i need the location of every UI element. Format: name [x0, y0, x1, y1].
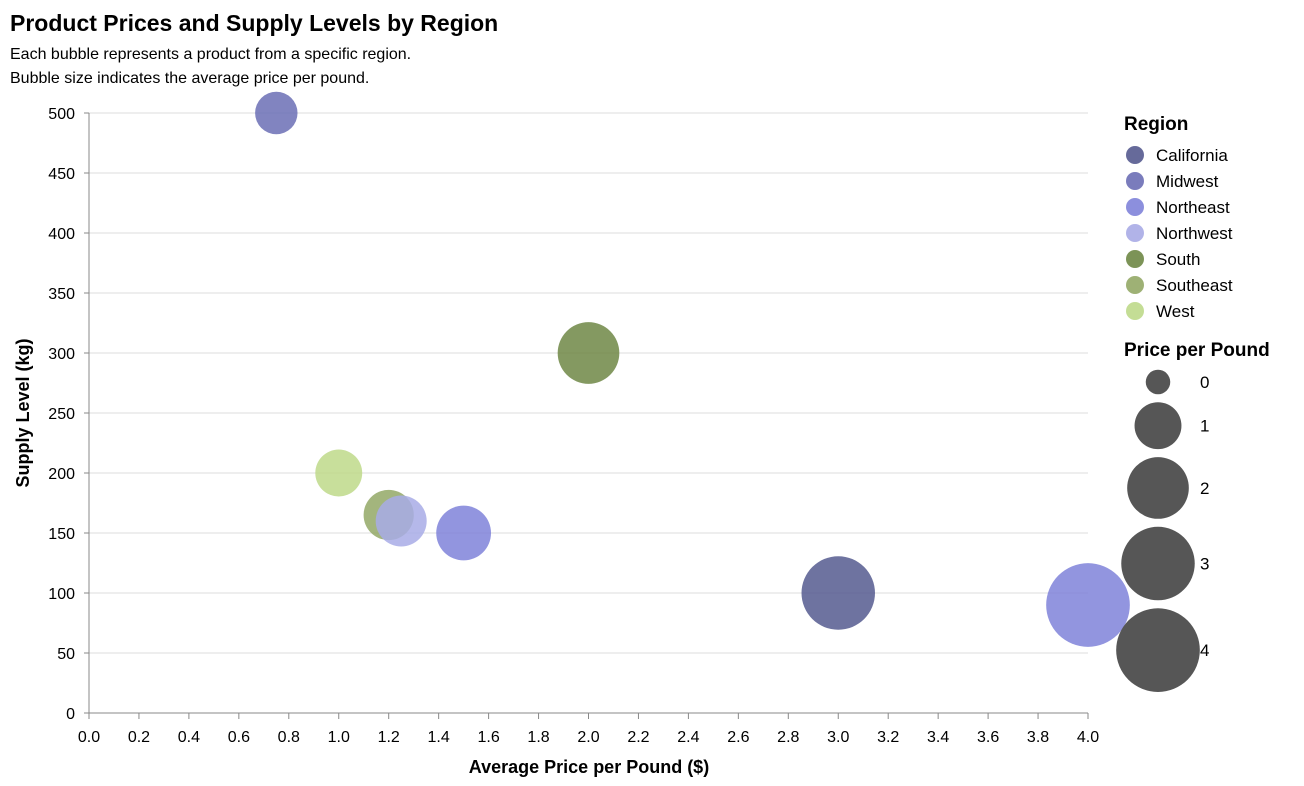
x-tick-label: 3.0 [827, 729, 849, 746]
legend-label-west: West [1156, 302, 1195, 321]
size-legend-label: 3 [1200, 555, 1209, 574]
size-legend-title: Price per Pound [1124, 340, 1270, 361]
x-tick-label: 0.2 [128, 729, 150, 746]
x-tick-label: 2.4 [677, 729, 699, 746]
x-tick-label: 2.2 [627, 729, 649, 746]
legend-swatch-northeast [1126, 198, 1144, 216]
y-tick-label: 450 [48, 166, 75, 183]
data-points [255, 91, 1130, 647]
size-legend-bubble [1134, 402, 1182, 450]
size-legend-bubble [1116, 608, 1200, 692]
bubble-northeast [436, 505, 492, 561]
bubble-northeast [1046, 563, 1130, 647]
chart-subtitle-line-1: Each bubble represents a product from a … [10, 46, 411, 63]
y-tick-label: 400 [48, 226, 75, 243]
y-tick-label: 50 [57, 646, 75, 663]
chart-title: Product Prices and Supply Levels by Regi… [10, 10, 498, 36]
legend-label-california: California [1156, 146, 1228, 165]
legend-swatch-west [1126, 302, 1144, 320]
legend-swatch-northwest [1126, 224, 1144, 242]
bubble-california [801, 556, 875, 630]
legend-label-south: South [1156, 250, 1200, 269]
bubble-midwest [255, 91, 298, 135]
y-tick-label: 300 [48, 346, 75, 363]
x-tick-label: 3.8 [1027, 729, 1049, 746]
y-tick-label: 200 [48, 466, 75, 483]
size-legend-bubble [1145, 369, 1171, 395]
x-tick-label: 1.2 [378, 729, 400, 746]
size-legend-bubble [1127, 457, 1189, 519]
x-tick-label: 2.0 [577, 729, 599, 746]
gridlines [89, 112, 1088, 714]
legend-swatch-south [1126, 250, 1144, 268]
x-tick-label: 1.4 [428, 729, 450, 746]
color-legend-title: Region [1124, 114, 1188, 135]
x-tick-label: 1.0 [328, 729, 350, 746]
y-tick-label: 350 [48, 286, 75, 303]
y-tick-label: 150 [48, 526, 75, 543]
x-tick-label: 0.0 [78, 729, 100, 746]
size-legend-label: 4 [1200, 641, 1209, 660]
x-tick-label: 0.4 [178, 729, 200, 746]
x-tick-label: 0.6 [228, 729, 250, 746]
legend-label-midwest: Midwest [1156, 172, 1219, 191]
bubble-south [557, 322, 620, 384]
x-tick-label: 3.2 [877, 729, 899, 746]
x-axis-title: Average Price per Pound ($) [469, 757, 709, 777]
bubble-northwest [375, 495, 427, 547]
y-tick-label: 0 [66, 706, 75, 723]
size-legend-label: 2 [1200, 479, 1209, 498]
bubble-west [315, 449, 363, 497]
x-tick-label: 2.8 [777, 729, 799, 746]
x-tick-label: 3.4 [927, 729, 949, 746]
axes: 0 50 100 150 200 250 300 350 400 450 500 0.0 0.2 0.4 0… [48, 106, 1099, 746]
x-tick-label: 4.0 [1077, 729, 1099, 746]
x-tick-label: 2.6 [727, 729, 749, 746]
legend-label-northwest: Northwest [1156, 224, 1233, 243]
size-legend-bubble [1121, 526, 1195, 601]
legend-label-northeast: Northeast [1156, 198, 1230, 217]
legend: Region Price per Pound California Midwest… [1116, 114, 1270, 692]
x-tick-label: 0.8 [278, 729, 300, 746]
legend-swatch-southeast [1126, 276, 1144, 294]
y-tick-label: 500 [48, 106, 75, 123]
x-tick-label: 1.6 [477, 729, 499, 746]
size-legend-label: 0 [1200, 373, 1209, 392]
y-axis-title: Supply Level (kg) [13, 338, 33, 487]
legend-swatch-midwest [1126, 172, 1144, 190]
x-tick-label: 1.8 [527, 729, 549, 746]
x-tick-label: 3.6 [977, 729, 999, 746]
legend-swatch-california [1126, 146, 1144, 164]
chart-subtitle-line-2: Bubble size indicates the average price … [10, 70, 369, 87]
y-tick-label: 250 [48, 406, 75, 423]
size-legend-label: 1 [1200, 417, 1209, 436]
legend-label-southeast: Southeast [1156, 276, 1233, 295]
y-tick-label: 100 [48, 586, 75, 603]
